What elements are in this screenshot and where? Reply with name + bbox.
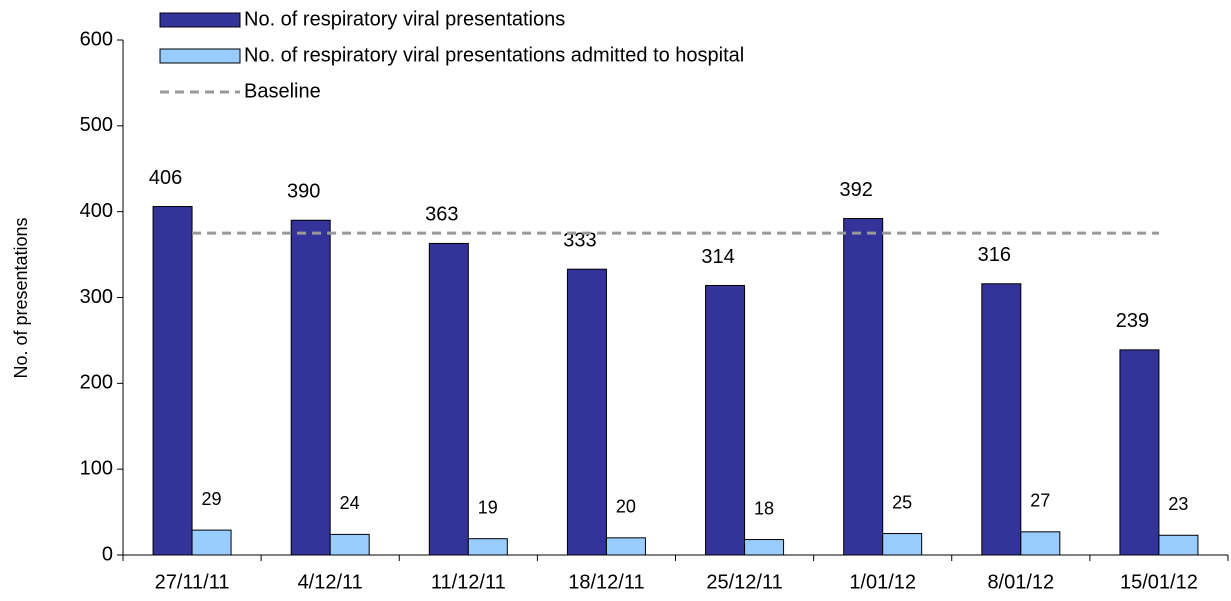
- y-tick-label: 500: [80, 114, 113, 136]
- data-label: 20: [616, 497, 636, 517]
- bar: [191, 529, 232, 556]
- bar: [467, 538, 508, 556]
- data-label: 18: [754, 498, 774, 518]
- data-label: 333: [563, 229, 596, 251]
- data-label: 25: [892, 492, 912, 512]
- x-tick-label: 4/12/11: [298, 571, 363, 593]
- y-tick-label: 400: [80, 200, 113, 222]
- bar: [705, 284, 746, 556]
- data-label: 239: [1116, 310, 1149, 332]
- legend-label: Baseline: [244, 80, 321, 102]
- x-tick-label: 18/12/11: [568, 571, 644, 593]
- x-tick-label: 1/01/12: [849, 571, 916, 593]
- bar: [744, 539, 785, 556]
- legend-swatch: [159, 12, 241, 28]
- x-tick-label: 25/12/11: [706, 571, 782, 593]
- y-tick-label: 100: [80, 457, 113, 479]
- bar: [981, 283, 1022, 556]
- data-label: 392: [840, 179, 873, 201]
- bar: [152, 206, 193, 556]
- data-label: 29: [202, 489, 222, 509]
- data-label: 363: [425, 204, 458, 226]
- x-tick-label: 8/01/12: [987, 571, 1054, 593]
- y-axis-label: No. of presentations: [11, 217, 31, 378]
- bar: [882, 533, 923, 556]
- y-tick-label: 0: [102, 543, 113, 565]
- legend-swatch: [159, 48, 241, 64]
- bar: [1158, 534, 1199, 556]
- bar: [605, 537, 646, 556]
- x-tick-label: 15/01/12: [1120, 571, 1198, 593]
- data-label: 406: [149, 167, 182, 189]
- y-tick-label: 200: [80, 372, 113, 394]
- x-tick-label: 11/12/11: [431, 571, 506, 593]
- bar: [329, 533, 370, 556]
- bar: [1020, 531, 1061, 556]
- data-label: 316: [978, 244, 1011, 266]
- legend-label: No. of respiratory viral presentations a…: [244, 44, 744, 66]
- data-label: 19: [478, 497, 498, 517]
- data-label: 23: [1168, 494, 1188, 514]
- bar: [843, 218, 884, 556]
- y-tick-label: 600: [80, 28, 113, 50]
- legend-label: No. of respiratory viral presentations: [244, 8, 565, 30]
- y-tick-label: 300: [80, 286, 113, 308]
- x-tick-label: 27/11/11: [155, 571, 230, 593]
- data-label: 24: [340, 493, 360, 513]
- bar: [428, 242, 469, 556]
- data-label: 314: [701, 246, 734, 268]
- bar: [566, 268, 607, 556]
- bar: [1119, 349, 1160, 556]
- data-label: 390: [287, 181, 320, 203]
- data-label: 27: [1030, 491, 1050, 511]
- bar: [290, 219, 331, 556]
